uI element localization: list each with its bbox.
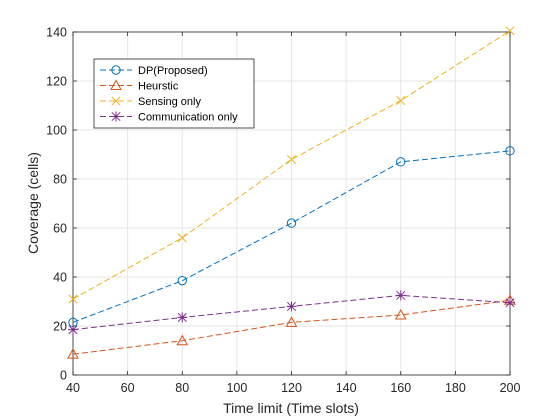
data-point-dp-proposed xyxy=(505,146,515,156)
legend-marker-dp-proposed xyxy=(111,65,121,75)
data-point-heurstic xyxy=(394,308,407,320)
x-tick-label: 40 xyxy=(66,381,80,395)
x-tick-label: 140 xyxy=(336,381,357,395)
y-tick-label: 60 xyxy=(53,222,67,236)
y-axis-label: Coverage (cells) xyxy=(25,152,41,254)
legend-label-dp-proposed: DP(Proposed) xyxy=(138,65,208,77)
y-tick-label: 120 xyxy=(46,75,67,89)
series-line-sensing-only xyxy=(72,30,511,300)
series-line-heurstic xyxy=(72,299,511,355)
data-point-sensing-only xyxy=(396,96,406,106)
series-communication-only xyxy=(68,290,515,335)
data-point-communication-only xyxy=(505,297,515,308)
x-tick-label: 200 xyxy=(500,381,521,395)
legend-marker-sensing-only xyxy=(111,96,121,106)
legend-label-heurstic: Heurstic xyxy=(138,81,179,93)
x-tick-label: 180 xyxy=(445,381,466,395)
x-axis-label: Time limit (Time slots) xyxy=(223,400,359,416)
y-tick-label: 40 xyxy=(53,271,67,285)
data-point-communication-only xyxy=(68,324,78,335)
series-sensing-only xyxy=(68,26,515,304)
x-tick-label: 120 xyxy=(281,381,302,395)
data-point-dp-proposed xyxy=(177,275,187,286)
data-point-sensing-only xyxy=(68,294,78,304)
axis-ticks: 40 60 80 100 120 140 160 180 200 0 20 40 60 80 100 120 1… xyxy=(46,26,520,396)
data-point-heurstic xyxy=(67,348,79,359)
data-point-communication-only xyxy=(177,312,188,323)
x-tick-label: 160 xyxy=(390,381,411,395)
legend-label-sensing-only: Sensing only xyxy=(138,96,201,108)
data-point-communication-only xyxy=(286,301,297,312)
legend-label-communication-only: Communication only xyxy=(138,112,238,124)
data-point-sensing-only xyxy=(177,233,187,243)
legend-marker-communication-only xyxy=(111,111,121,122)
data-point-heurstic xyxy=(285,316,298,327)
y-tick-label: 80 xyxy=(53,173,67,187)
x-tick-label: 100 xyxy=(226,381,247,395)
data-point-sensing-only xyxy=(505,26,515,36)
x-tick-label: 80 xyxy=(175,381,189,395)
legend-marker-heurstic xyxy=(110,79,122,90)
y-tick-label: 100 xyxy=(46,124,67,138)
y-tick-label: 20 xyxy=(53,320,67,334)
y-tick-label: 140 xyxy=(46,26,67,40)
data-point-sensing-only xyxy=(286,154,297,164)
data-point-dp-proposed xyxy=(286,218,297,228)
series-line-dp-proposed xyxy=(72,150,511,323)
series-group xyxy=(67,26,516,359)
x-tick-label: 60 xyxy=(121,381,135,395)
y-tick-label: 0 xyxy=(60,369,67,383)
data-point-heurstic xyxy=(176,334,189,346)
data-point-dp-proposed xyxy=(396,157,406,167)
legend: DP(Proposed) Heurstic Sensing only Communic… xyxy=(93,58,255,129)
data-point-communication-only xyxy=(395,290,406,301)
